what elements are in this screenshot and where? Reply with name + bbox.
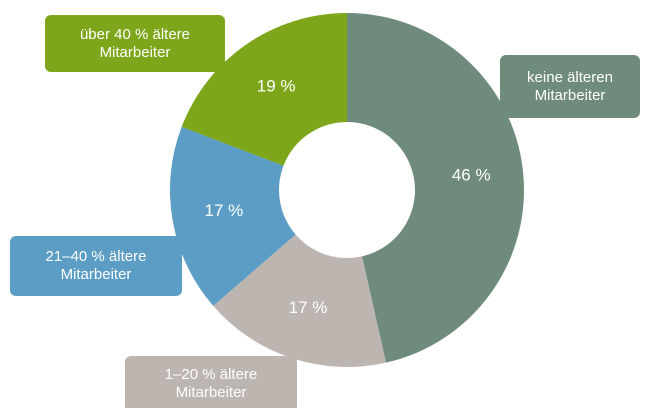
category-label: 1–20 % ältere Mitarbeiter — [125, 356, 297, 408]
donut-segment — [170, 126, 296, 306]
value-label: 17 % — [289, 298, 328, 317]
category-label: über 40 % ältere Mitarbeiter — [45, 15, 225, 72]
category-label: keine älteren Mitarbeiter — [500, 55, 640, 118]
value-label: 19 % — [257, 77, 296, 96]
value-label: 17 % — [205, 201, 244, 220]
donut-segment — [213, 234, 386, 368]
donut-segment — [347, 13, 524, 363]
donut-segment — [181, 13, 347, 166]
category-label: 21–40 % ältere Mitarbeiter — [10, 236, 182, 296]
value-label: 46 % — [452, 166, 491, 185]
